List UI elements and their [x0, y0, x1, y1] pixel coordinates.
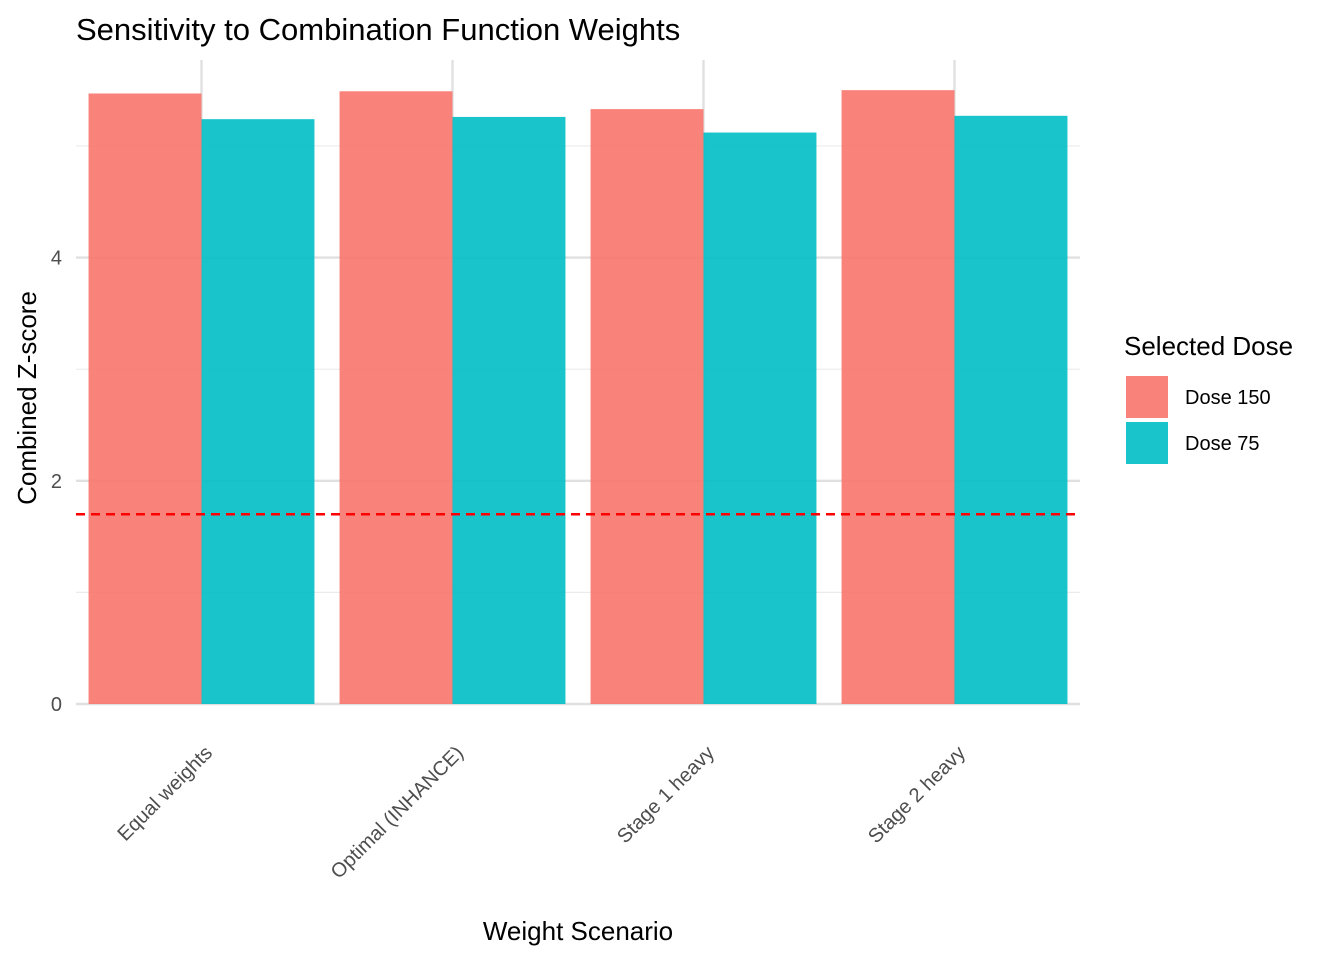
y-tick-label: 0 [51, 694, 62, 716]
x-tick-label: Stage 2 heavy [864, 742, 970, 848]
x-tick-label: Optimal (INHANCE) [327, 742, 468, 883]
bar [703, 132, 817, 704]
plot-panel: 0 2 4 Equal weights Optimal (INHANCE) Stage 1… [51, 60, 1080, 883]
legend-key [1126, 376, 1168, 418]
bar [590, 109, 704, 704]
x-tick-label: Stage 1 heavy [613, 742, 719, 848]
bar [954, 115, 1068, 704]
y-tick-label: 2 [51, 471, 62, 493]
bar [452, 116, 566, 705]
chart-title: Sensitivity to Combination Function Weig… [76, 12, 680, 47]
y-tick-label: 4 [51, 248, 62, 270]
bar [339, 91, 453, 705]
legend-label: Dose 150 [1185, 387, 1271, 409]
bar [201, 119, 315, 705]
legend-label: Dose 75 [1185, 433, 1260, 455]
legend-key [1126, 422, 1168, 464]
legend: Selected Dose Dose 150 Dose 75 [1124, 331, 1293, 464]
y-axis-title: Combined Z-score [12, 291, 42, 505]
bar [841, 90, 955, 704]
x-axis-title: Weight Scenario [483, 916, 673, 946]
legend-title: Selected Dose [1124, 331, 1293, 361]
bar [88, 93, 202, 705]
x-tick-label: Equal weights [113, 742, 217, 846]
